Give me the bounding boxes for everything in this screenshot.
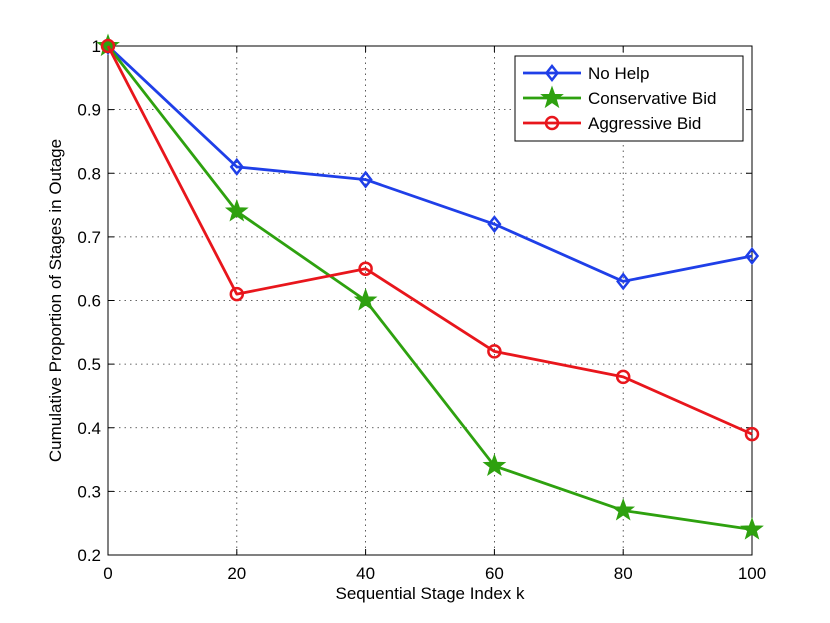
data-point-aggressive-bid (487, 344, 502, 359)
y-tick-label: 0.2 (77, 546, 101, 565)
legend-item-no-help: No Help (523, 63, 649, 83)
y-tick-label: 0.5 (77, 355, 101, 374)
data-point-no-help (616, 272, 631, 291)
y-tick-label: 0.4 (77, 419, 101, 438)
x-tick-label: 20 (227, 564, 246, 583)
x-axis-label: Sequential Stage Index k (335, 584, 525, 603)
legend: No Help Conservative Bid Aggressive Bid (514, 55, 744, 142)
legend-marker-aggressive-bid (544, 115, 560, 131)
data-point-conservative-bid (224, 198, 249, 222)
legend-item-conservative-bid: Conservative Bid (523, 85, 717, 109)
axis-ticks: 0 20 40 60 80 100 0.2 0.3 0.4 0.5 0.6 0.7 0.8 0.9 1 (77, 37, 766, 583)
data-point-no-help (358, 170, 373, 189)
legend-item-aggressive-bid: Aggressive Bid (523, 114, 701, 133)
x-tick-label: 100 (738, 564, 766, 583)
y-tick-label: 1 (92, 37, 101, 56)
data-point-aggressive-bid (615, 369, 631, 385)
legend-label-no-help: No Help (588, 64, 649, 83)
x-tick-label: 60 (485, 564, 504, 583)
legend-marker-no-help (544, 63, 560, 83)
data-point-conservative-bid (353, 288, 378, 311)
y-tick-label: 0.7 (77, 228, 101, 247)
data-point-aggressive-bid (358, 261, 373, 276)
series-line-conservative-bid (106, 45, 753, 531)
legend-label-conservative-bid: Conservative Bid (588, 89, 717, 108)
data-point-aggressive-bid (229, 286, 245, 302)
series-no-help (100, 36, 760, 291)
data-point-conservative-bid (611, 497, 636, 521)
series-group (96, 33, 764, 540)
series-line-no-help (107, 44, 753, 283)
y-axis-label: Cumulative Proportion of Stages in Outag… (46, 139, 65, 462)
legend-marker-conservative-bid (540, 85, 564, 109)
series-aggressive-bid (100, 38, 760, 442)
y-tick-label: 0.3 (77, 482, 101, 501)
x-tick-label: 0 (103, 564, 112, 583)
data-point-conservative-bid (482, 453, 507, 477)
data-point-aggressive-bid (100, 38, 116, 54)
data-point-no-help (744, 246, 760, 265)
legend-label-aggressive-bid: Aggressive Bid (588, 114, 701, 133)
data-point-no-help (229, 157, 244, 176)
data-point-conservative-bid (96, 33, 120, 57)
x-tick-label: 40 (356, 564, 375, 583)
data-point-conservative-bid (740, 517, 764, 540)
data-point-no-help (487, 215, 502, 234)
y-tick-label: 0.6 (77, 292, 101, 311)
series-line-aggressive-bid (106, 45, 753, 436)
series-conservative-bid (96, 33, 764, 540)
x-tick-label: 80 (614, 564, 633, 583)
y-tick-label: 0.8 (77, 164, 101, 183)
data-point-aggressive-bid (744, 426, 760, 442)
y-tick-label: 0.9 (77, 101, 101, 120)
